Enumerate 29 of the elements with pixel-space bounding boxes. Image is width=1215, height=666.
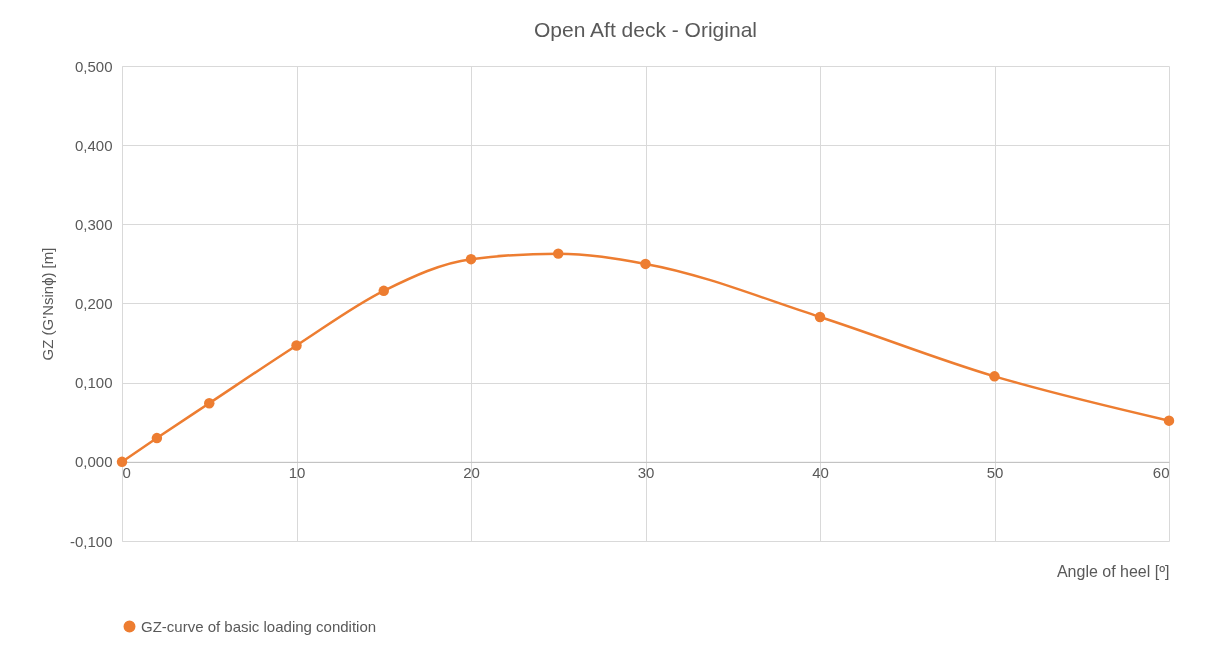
y-axis-title: GZ (G'Nsinɸ) [m] xyxy=(38,247,56,361)
point xyxy=(1163,415,1175,426)
point xyxy=(989,371,1000,382)
x-tick-label: 40 xyxy=(812,464,829,482)
x-tick-label: 20 xyxy=(463,464,480,482)
point xyxy=(204,398,215,409)
point xyxy=(553,248,564,259)
y-tick-label: 0,500 xyxy=(74,57,113,75)
y-tick-label: 0,200 xyxy=(74,295,113,312)
point xyxy=(151,432,163,444)
x-tick-label: 10 xyxy=(288,464,306,482)
point xyxy=(291,340,302,351)
x-tick-label: 50 xyxy=(986,464,1004,482)
point xyxy=(814,311,826,323)
x-tick-label: 60 xyxy=(1152,464,1170,482)
chart-title: Open Aft deck - Original xyxy=(534,18,757,41)
x-tick-label: 0 xyxy=(122,464,131,482)
y-tick-label: 0,100 xyxy=(74,374,113,392)
legend-label: GZ-curve of basic loading condition xyxy=(141,617,377,635)
point xyxy=(378,285,389,297)
point xyxy=(465,253,477,265)
x-tick-label: 30 xyxy=(637,464,655,482)
point xyxy=(116,456,128,468)
y-tick-label: 0,400 xyxy=(74,136,113,154)
point xyxy=(640,258,651,270)
y-tick-label: 0,000 xyxy=(74,453,113,471)
x-axis-title: Angle of heel [º] xyxy=(1056,562,1170,580)
y-tick-label: -0,100 xyxy=(69,532,113,550)
y-tick-label: 0,300 xyxy=(74,215,113,233)
